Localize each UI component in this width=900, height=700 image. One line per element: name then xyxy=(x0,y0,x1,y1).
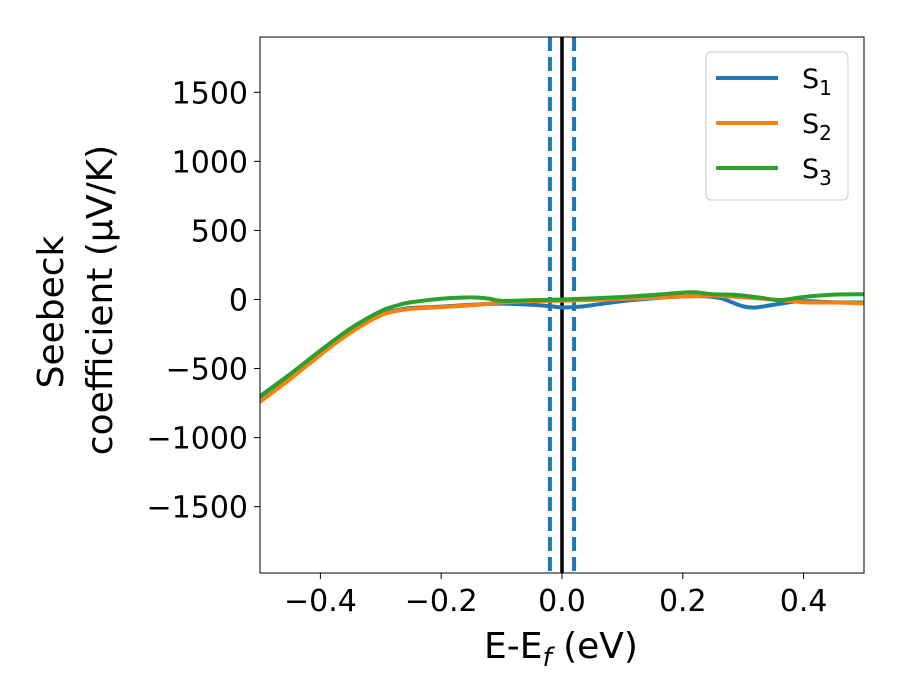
y-tick-label: 500 xyxy=(191,214,248,249)
x-tick-label: 0.2 xyxy=(659,584,707,619)
y-tick-label: −1500 xyxy=(147,491,248,526)
legend-label-s2: S2 xyxy=(802,109,832,145)
x-tick-label: −0.4 xyxy=(284,584,357,619)
legend: S1 S2 S3 xyxy=(705,51,849,201)
y-axis: −1500 −1000 −500 0 500 1000 1500 xyxy=(147,76,260,526)
y-tick-label: −500 xyxy=(166,353,248,388)
x-axis: −0.4 −0.2 0.0 0.2 0.4 xyxy=(284,573,827,619)
y-tick-label: 0 xyxy=(229,283,248,318)
x-tick-label: 0.0 xyxy=(538,584,586,619)
series-lines xyxy=(260,290,864,404)
x-axis-label: E-Ef (eV) xyxy=(484,626,638,673)
legend-label-s1: S1 xyxy=(802,64,832,100)
y-axis-label-line2: coefficient (μV/K) xyxy=(80,145,121,455)
y-tick-label: 1000 xyxy=(172,145,248,180)
y-tick-label: −1000 xyxy=(147,422,248,457)
y-axis-label-line1: Seebeck xyxy=(31,235,72,388)
series-line-s3 xyxy=(260,290,864,399)
y-tick-label: 1500 xyxy=(172,76,248,111)
x-axis-label-unit: (eV) xyxy=(552,626,638,667)
x-tick-label: −0.2 xyxy=(405,584,478,619)
x-tick-label: 0.4 xyxy=(780,584,828,619)
legend-label-s3: S3 xyxy=(802,154,832,190)
legend-box xyxy=(705,51,849,201)
